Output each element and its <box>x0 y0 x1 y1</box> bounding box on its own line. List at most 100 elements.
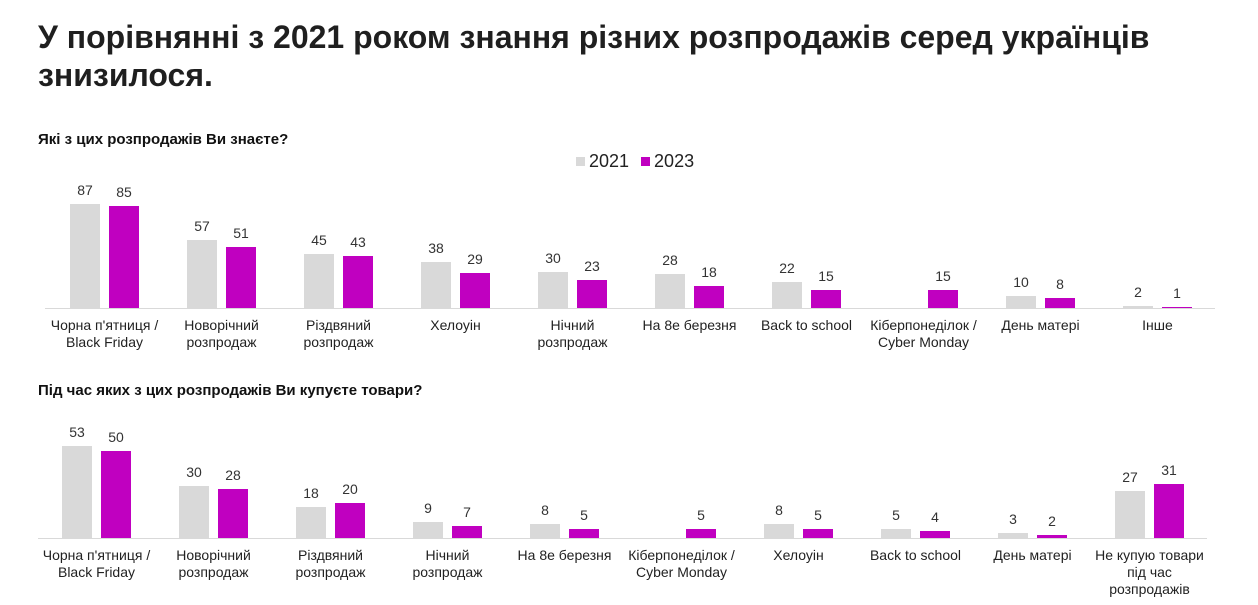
category-label: Кіберпонеділок / Cyber Monday <box>870 317 977 350</box>
bar-2021 <box>1123 305 1153 308</box>
bar-2023 <box>811 290 841 308</box>
category-label: Новорічний розпродаж <box>176 547 251 580</box>
category-label: День матері <box>993 547 1072 563</box>
value-label-2023: 20 <box>342 481 358 498</box>
value-label-2023: 85 <box>116 184 132 200</box>
bar-2021 <box>70 203 100 308</box>
value-label-2023: 5 <box>697 507 705 524</box>
bar-2023 <box>343 256 373 308</box>
bar-2023 <box>569 529 599 538</box>
value-label-2021: 28 <box>662 252 678 269</box>
bar-2023 <box>460 273 490 308</box>
value-label-2023: 51 <box>233 224 249 241</box>
bar-2021 <box>62 446 92 538</box>
value-label-2021: 53 <box>69 424 85 441</box>
bar-2023 <box>803 529 833 538</box>
value-label-2023: 23 <box>584 258 600 275</box>
chart-known-sales-title: Які з цих розпродажів Ви знаєте? <box>38 131 289 148</box>
value-label-2023: 31 <box>1161 462 1177 479</box>
bar-2023 <box>928 290 958 308</box>
category-label: На 8е березня <box>517 547 612 563</box>
category-label: Різдвяний розпродаж <box>295 547 366 580</box>
value-label-2023: 28 <box>225 467 241 484</box>
category-label: На 8е березня <box>642 317 737 333</box>
category-label: Хелоуін <box>773 547 824 563</box>
value-label-2021: 38 <box>428 240 444 257</box>
value-label-2021: 8 <box>541 502 549 519</box>
value-label-2023: 7 <box>463 503 471 520</box>
bar-2021 <box>538 272 568 308</box>
value-label-2021: 8 <box>775 502 783 519</box>
legend-item-2021: 2021 <box>576 151 629 172</box>
category-label: Нічний розпродаж <box>412 547 483 580</box>
bar-2021 <box>881 529 911 538</box>
category-label: Back to school <box>760 317 853 333</box>
bar-2021 <box>296 506 326 538</box>
value-label-2023: 50 <box>108 429 124 446</box>
bar-2023 <box>694 286 724 308</box>
bar-2023 <box>1162 306 1192 308</box>
category-label: Різдвяний розпродаж <box>303 317 374 350</box>
bar-2023 <box>335 503 365 538</box>
page-title: У порівнянні з 2021 роком знання різних … <box>38 19 1150 93</box>
value-label-2021: 5 <box>892 507 900 524</box>
x-axis-line <box>45 308 1215 309</box>
value-label-2021: 30 <box>545 250 561 266</box>
value-label-2023: 43 <box>350 234 366 251</box>
category-label: Нічний розпродаж <box>537 317 608 350</box>
bar-2021 <box>772 281 802 308</box>
value-label-2021: 22 <box>779 259 795 276</box>
bar-2023 <box>218 489 248 538</box>
bar-2021 <box>421 262 451 308</box>
category-label: День матері <box>1001 317 1080 333</box>
value-label-2023: 18 <box>701 264 717 281</box>
category-label: Хелоуін <box>430 317 481 333</box>
bar-2021 <box>530 524 560 538</box>
category-label: Не купую товари під час розпродажів <box>1095 547 1204 597</box>
value-label-2021: 9 <box>424 500 432 517</box>
value-label-2021: 45 <box>311 232 327 248</box>
legend-swatch-2021 <box>576 156 585 166</box>
value-label-2023: 15 <box>818 268 834 284</box>
bar-2023 <box>577 280 607 308</box>
value-label-2021: 27 <box>1122 469 1138 486</box>
category-label: Кіберпонеділок / Cyber Monday <box>628 547 735 580</box>
bar-2021 <box>655 274 685 308</box>
value-label-2021: 10 <box>1013 274 1029 290</box>
category-label: Чорна п'ятниця / Black Friday <box>42 547 151 580</box>
bar-2023 <box>109 206 139 308</box>
value-label-2021: 18 <box>303 484 319 501</box>
bar-2023 <box>920 531 950 538</box>
bar-2023 <box>101 451 131 538</box>
legend: 2021 2023 <box>576 150 706 172</box>
value-label-2021: 3 <box>1009 510 1017 527</box>
bar-2021 <box>304 254 334 308</box>
bar-2021 <box>764 524 794 538</box>
value-label-2023: 4 <box>931 509 939 526</box>
value-label-2023: 5 <box>814 507 822 524</box>
bar-2021 <box>998 532 1028 538</box>
value-label-2023: 1 <box>1173 284 1181 301</box>
value-label-2023: 8 <box>1056 276 1064 293</box>
category-label: Інше <box>1142 317 1173 333</box>
legend-label-2023: 2023 <box>654 150 695 171</box>
legend-label-2021: 2021 <box>589 150 630 171</box>
bar-2021 <box>179 486 209 538</box>
bar-2021 <box>413 522 443 538</box>
bar-2023 <box>1037 534 1067 538</box>
bar-2023 <box>452 525 482 538</box>
value-label-2023: 15 <box>935 268 951 284</box>
category-label: Новорічний розпродаж <box>184 317 259 350</box>
x-axis-line <box>38 538 1207 539</box>
value-label-2021: 57 <box>194 217 210 234</box>
chart-purchase-sales-title: Під час яких з цих розпродажів Ви купуєт… <box>38 382 423 399</box>
bar-2023 <box>226 246 256 308</box>
bar-2023 <box>1154 484 1184 538</box>
bar-2021 <box>187 239 217 308</box>
value-label-2023: 2 <box>1048 512 1056 529</box>
bar-2021 <box>1006 296 1036 308</box>
value-label-2023: 29 <box>467 251 483 268</box>
value-label-2021: 2 <box>1134 283 1142 300</box>
legend-swatch-2023 <box>641 156 651 166</box>
value-label-2023: 5 <box>580 507 588 524</box>
